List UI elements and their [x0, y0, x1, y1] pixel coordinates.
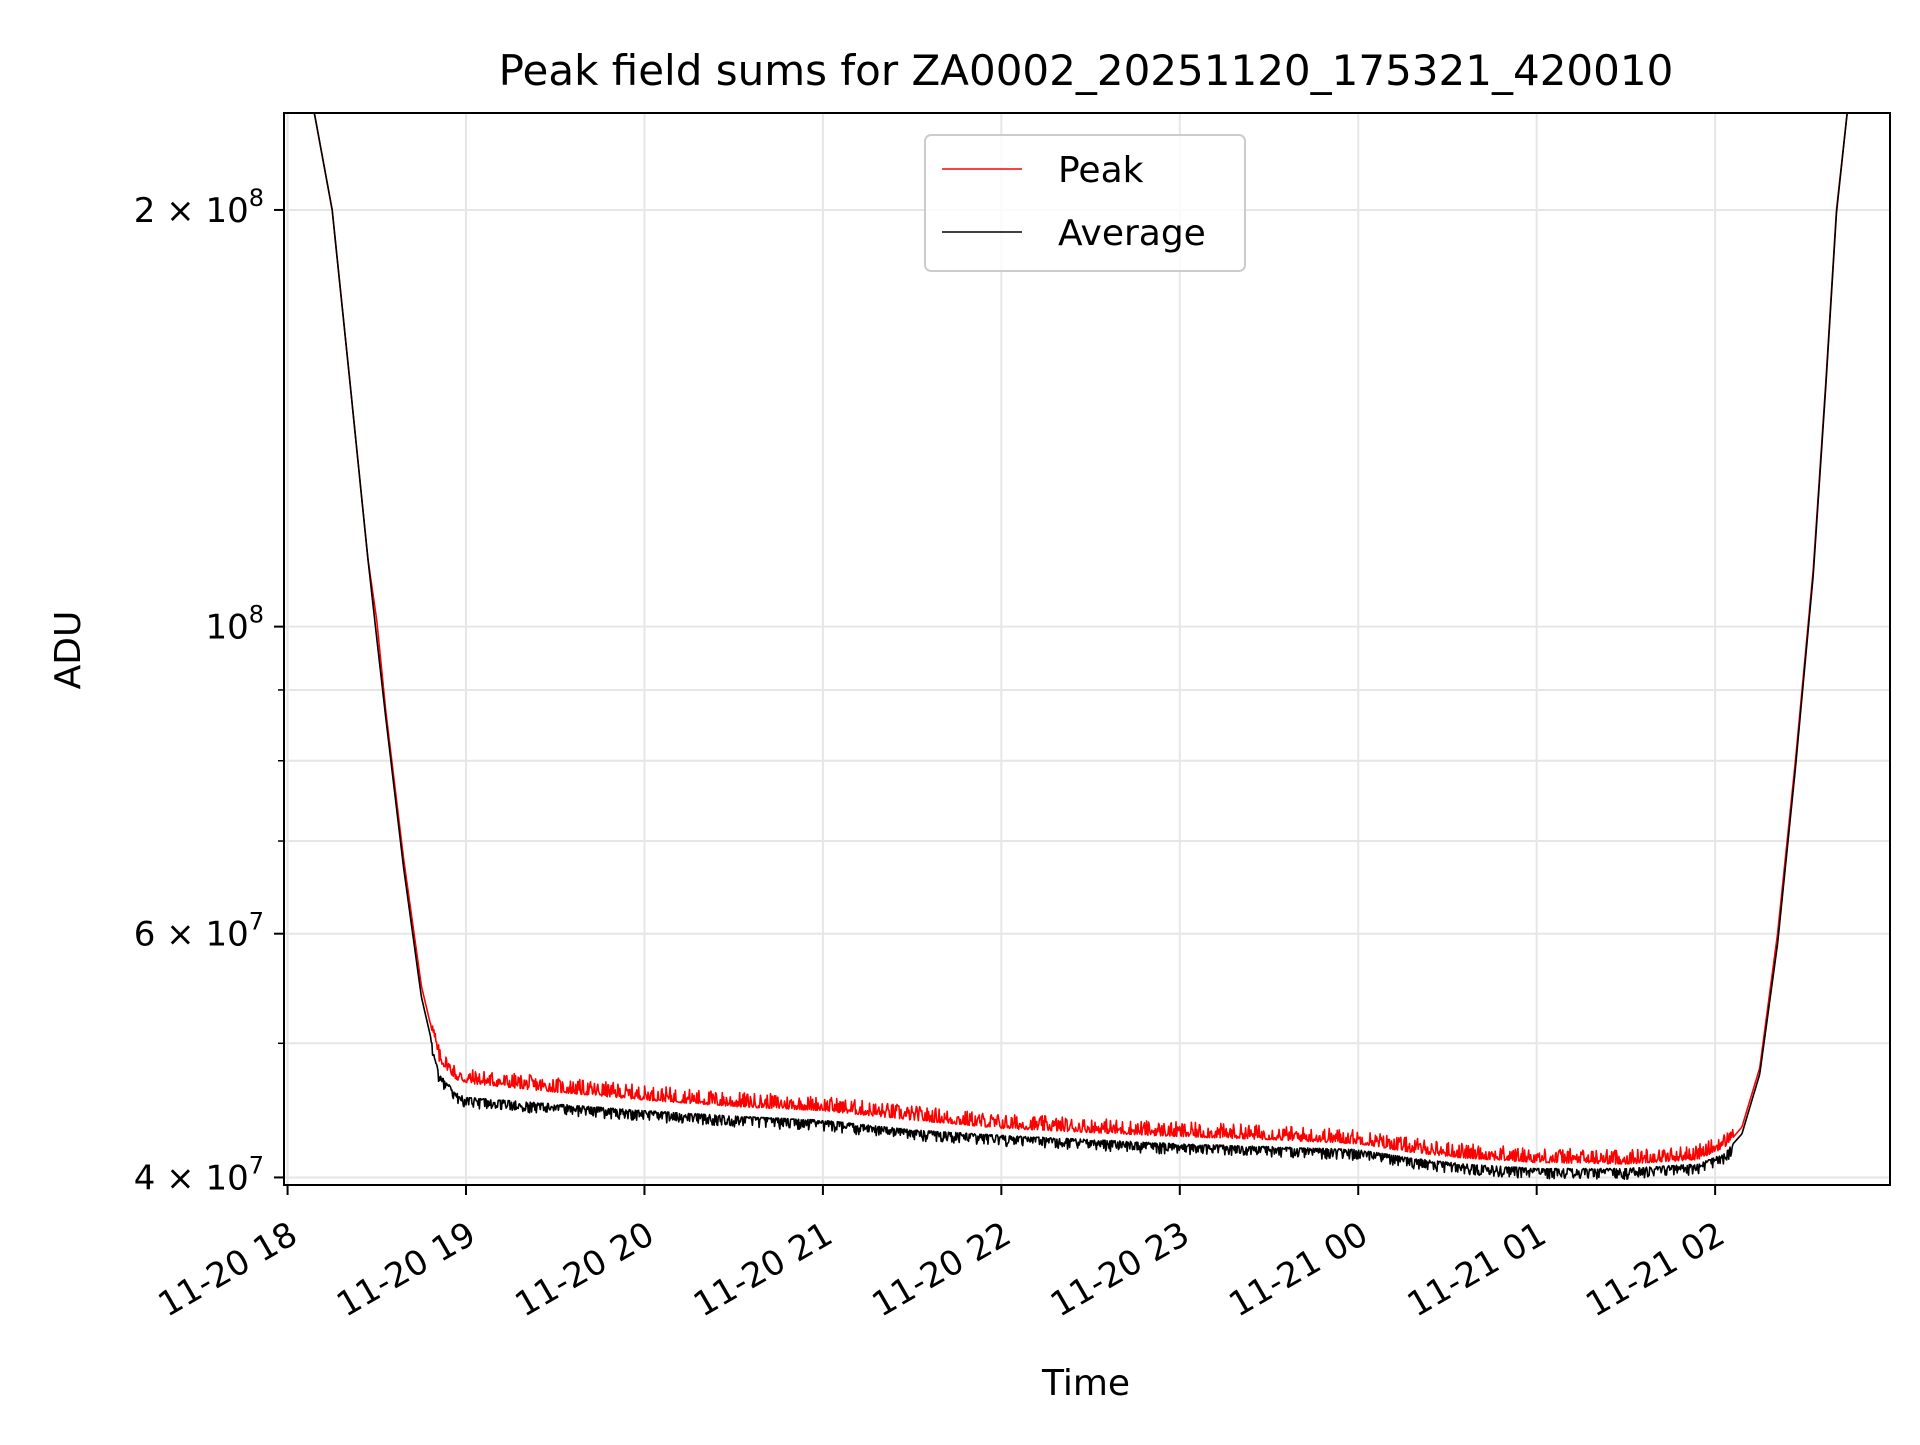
series-line-average	[283, 112, 1891, 1181]
y-tick-label: 6 × 107	[134, 908, 264, 955]
legend: Peak Average	[924, 134, 1246, 272]
chart-title: Peak field sums for ZA0002_20251120_1753…	[499, 46, 1674, 95]
series-line-peak	[283, 112, 1891, 1165]
legend-label-average: Average	[1058, 213, 1206, 254]
y-tick-label: 4 × 107	[134, 1151, 264, 1198]
legend-label-peak: Peak	[1058, 150, 1144, 191]
x-axis-label: Time	[1041, 1363, 1130, 1404]
plot-frame	[283, 112, 1891, 1186]
series-layer	[283, 112, 1891, 1181]
y-axis-label: ADU	[48, 611, 89, 690]
y-tick-label: 2 × 108	[134, 184, 264, 231]
